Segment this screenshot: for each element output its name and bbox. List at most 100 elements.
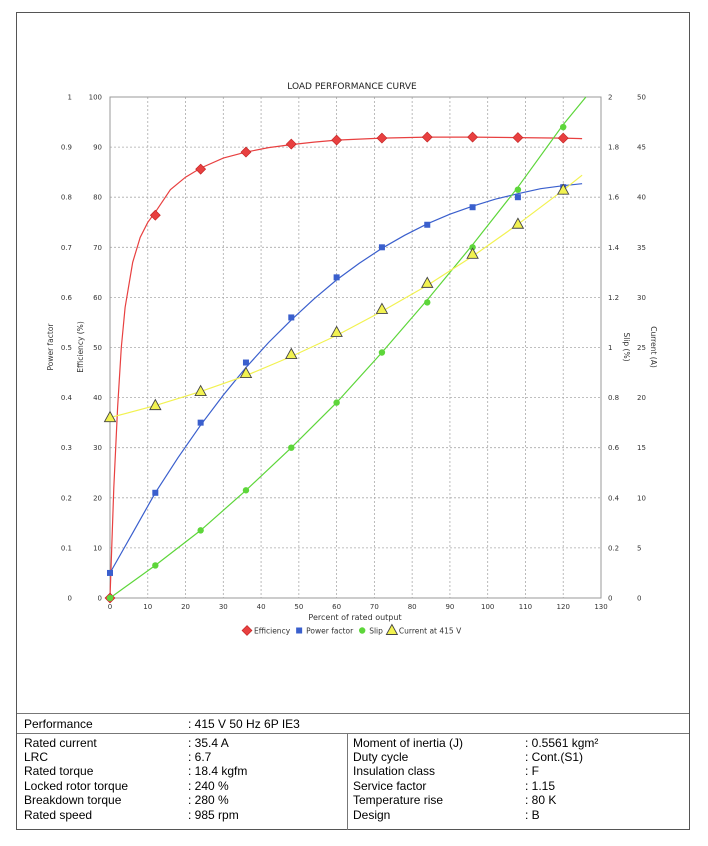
spec-value: : 0.5561 kgm²: [525, 736, 599, 750]
spec-value: : B: [525, 808, 540, 822]
current-tick-label: 40: [637, 194, 646, 202]
efficiency-point: [467, 131, 479, 143]
x-tick-label: 10: [143, 603, 152, 611]
x-axis-label: Percent of rated output: [308, 613, 401, 622]
x-tick-label: 110: [519, 603, 532, 611]
power-factor-legend-label: Power factor: [306, 627, 354, 636]
current-at-415-v-legend-marker: [385, 623, 399, 635]
efficiency-point: [512, 132, 524, 144]
slip-legend-label: Slip: [369, 627, 383, 636]
current-at-415-v-point: [103, 410, 117, 423]
spec-label: Rated torque: [24, 764, 94, 778]
efficiency-point: [557, 132, 569, 144]
power-factor-point: [152, 489, 159, 496]
current-tick-label: 50: [637, 94, 646, 102]
power-factor-tick-label: 0.6: [61, 294, 73, 302]
power-factor-tick-label: 0.1: [61, 544, 72, 552]
current-at-415-v-legend-label: Current at 415 V: [399, 627, 462, 636]
power-factor-point: [107, 569, 113, 576]
efficiency-tick-label: 100: [89, 94, 102, 102]
current-tick-label: 10: [637, 494, 646, 502]
performance-value: : 415 V 50 Hz 6P IE3: [188, 717, 300, 731]
x-tick-label: 50: [294, 603, 303, 611]
current-at-415-v-point: [556, 183, 570, 195]
spec-value: : 18.4 kgfm: [188, 764, 248, 778]
slip-point: [469, 244, 476, 251]
power-factor-tick-label: 0.2: [61, 494, 72, 502]
current-at-415-v-point: [330, 325, 343, 337]
x-tick-label: 90: [445, 603, 454, 611]
efficiency-line: [109, 136, 583, 599]
slip-point: [152, 562, 159, 569]
table-column-divider: [347, 733, 348, 830]
x-tick-label: 60: [332, 603, 341, 611]
slip-point: [106, 594, 114, 602]
efficiency-tick-label: 90: [93, 144, 102, 152]
efficiency-tick-label: 50: [93, 344, 102, 352]
x-tick-label: 20: [181, 603, 190, 611]
current-tick-label: 30: [637, 294, 646, 302]
power-factor-axis-label: Power factor: [46, 323, 55, 371]
grid: [110, 97, 601, 598]
efficiency-tick-label: 10: [93, 544, 102, 552]
efficiency-point: [195, 163, 207, 175]
power-factor-tick-label: 0.4: [61, 394, 73, 402]
efficiency-point: [240, 146, 252, 158]
efficiency-point: [376, 132, 388, 144]
legend: Efficiency Power factor Slip Current at 415…: [241, 623, 462, 636]
slip-axis-label: Slip (%): [622, 332, 631, 361]
efficiency-axis-label: Efficiency (%): [76, 321, 85, 373]
current-tick-label: 45: [637, 144, 646, 152]
current-at-415-v-point: [149, 398, 162, 411]
slip-tick-label: 0.8: [608, 394, 619, 402]
spec-label: Design: [353, 808, 391, 822]
current-at-415-v-point: [511, 217, 525, 229]
spec-label: Insulation class: [353, 764, 436, 778]
slip-point: [333, 399, 340, 406]
x-tick-label: 100: [481, 603, 494, 611]
current-at-415-v-point: [421, 276, 434, 288]
efficiency-tick-label: 0: [98, 595, 102, 603]
current-at-415-v-point: [285, 347, 298, 359]
power-factor-tick-label: 0.7: [61, 244, 72, 252]
power-factor-tick-label: 0.5: [61, 344, 72, 352]
x-tick-label: 120: [557, 603, 570, 611]
power-factor-point: [514, 194, 521, 201]
power-factor-point: [333, 274, 340, 281]
slip-point: [424, 299, 431, 306]
spec-value: : 35.4 A: [188, 736, 229, 750]
performance-label: Performance: [24, 717, 93, 731]
slip-point: [288, 444, 295, 451]
power-factor-point: [469, 204, 476, 211]
spec-label: Rated current: [24, 736, 97, 750]
power-factor-point: [378, 244, 385, 251]
spec-value: : 80 K: [525, 793, 557, 807]
power-factor-point: [424, 221, 431, 228]
slip-legend-marker: [358, 627, 366, 634]
slip-point: [197, 527, 204, 534]
current-axis-label: Current (A): [649, 326, 658, 368]
current-tick-label: 0: [637, 595, 641, 603]
slip-tick-label: 0.2: [608, 544, 619, 552]
x-tick-label: 130: [594, 603, 607, 611]
slip-tick-label: 2: [608, 94, 612, 102]
efficiency-tick-label: 60: [93, 294, 102, 302]
current-tick-label: 35: [637, 244, 646, 252]
table-header-rule: [17, 733, 689, 734]
spec-label: LRC: [24, 750, 49, 764]
spec-value: : Cont.(S1): [525, 750, 584, 764]
spec-value: : 240 %: [188, 779, 229, 793]
efficiency-tick-label: 20: [93, 494, 102, 502]
efficiency-point: [285, 138, 297, 150]
series: [103, 96, 587, 604]
slip-line: [109, 96, 587, 599]
slip-tick-label: 1.6: [608, 194, 620, 202]
power-factor-tick-label: 1: [68, 94, 72, 102]
x-tick-label: 0: [108, 603, 112, 611]
power-factor-tick-label: 0.8: [61, 194, 72, 202]
efficiency-point: [149, 209, 161, 221]
spec-label: Service factor: [353, 779, 427, 793]
x-tick-label: 40: [257, 603, 266, 611]
